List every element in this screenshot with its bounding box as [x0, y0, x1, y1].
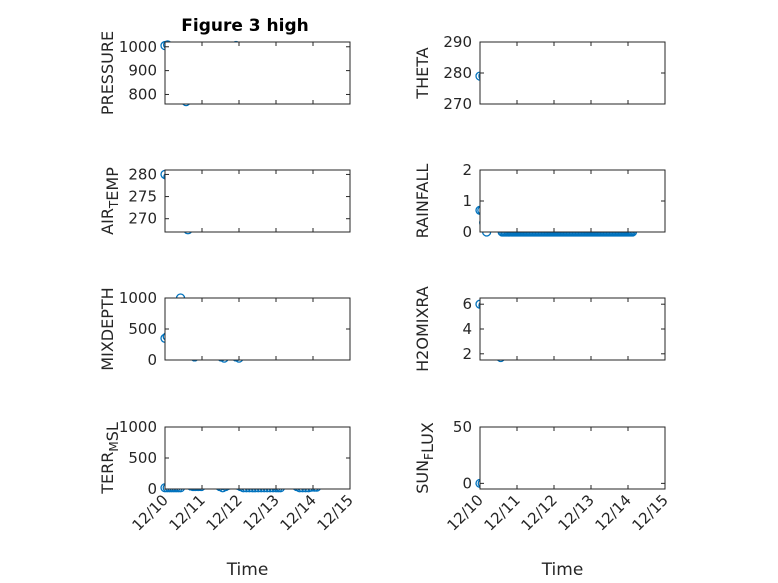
y-tick-label: 500	[128, 320, 157, 338]
y-axis-label: PRESSURE	[98, 31, 117, 115]
x-tick-label: 12/13	[555, 491, 598, 534]
y-tick-label: 6	[462, 295, 472, 313]
axes-frame	[479, 169, 666, 233]
figure-title: Figure 3 high	[181, 16, 309, 36]
x-tick-label: 12/11	[481, 491, 524, 534]
y-tick-label: 280	[443, 64, 472, 82]
x-tick-label: 12/12	[203, 491, 246, 534]
axes-frame	[479, 426, 666, 490]
y-axis-label: TERRMSL	[98, 422, 122, 495]
axes-frame	[479, 297, 666, 361]
y-tick-label: 0	[147, 351, 157, 369]
y-tick-label: 800	[128, 85, 157, 103]
y-tick-label: 500	[128, 449, 157, 467]
y-tick-label: 280	[128, 165, 157, 183]
axes-h2omixra: 2 4 6 H2OMIXRA	[413, 286, 666, 372]
x-tick-label: 12/14	[277, 491, 320, 534]
axes-rainfall: 0 1 2 RAINFALL	[413, 161, 666, 241]
y-tick-label: 0	[147, 480, 157, 498]
y-tick-label: 4	[462, 320, 472, 338]
x-tick-label: 12/15	[314, 491, 357, 534]
y-tick-label: 0	[462, 474, 472, 492]
y-axis-label: AIRTEMP	[98, 167, 122, 235]
y-tick-label: 290	[443, 33, 472, 51]
y-tick-label: 275	[128, 188, 157, 206]
x-tick-label: 12/10	[444, 491, 487, 534]
y-tick-label: 50	[453, 418, 472, 436]
axes-frame	[164, 41, 351, 105]
axes-terr_msl: 0500100012/1012/1112/1212/1312/1412/15TE…	[98, 418, 357, 580]
axes-frame	[164, 297, 351, 361]
y-tick-label: 0	[462, 223, 472, 241]
y-tick-label: 270	[443, 95, 472, 113]
axes-theta: 270 280 290 THETA	[413, 33, 666, 113]
x-tick-label: 12/13	[240, 491, 283, 534]
x-tick-label: 12/14	[592, 491, 635, 534]
y-axis-label: THETA	[413, 47, 432, 99]
y-tick-label: 1000	[119, 38, 157, 56]
x-tick-label: 12/12	[518, 491, 561, 534]
x-axis-label: Time	[226, 560, 269, 580]
y-tick-label: 900	[128, 62, 157, 80]
y-tick-label: 2	[462, 345, 472, 363]
y-tick-label: 1000	[119, 289, 157, 307]
y-axis-label: RAINFALL	[413, 164, 432, 239]
axes-frame	[164, 426, 351, 490]
y-tick-label: 270	[128, 210, 157, 228]
y-axis-label: SUNFLUX	[413, 422, 437, 494]
x-tick-label: 12/15	[629, 491, 672, 534]
y-tick-label: 1000	[119, 418, 157, 436]
y-tick-label: 1	[462, 192, 472, 210]
x-tick-label: 12/11	[166, 491, 209, 534]
axes-frame	[164, 169, 351, 233]
y-axis-label: H2OMIXRA	[413, 286, 432, 372]
axes-air_temp: 270 275 280 AIRTEMP	[98, 165, 351, 235]
x-axis-label: Time	[541, 560, 584, 580]
axes-frame	[479, 41, 666, 105]
y-tick-label: 2	[462, 161, 472, 179]
y-axis-label: MIXDEPTH	[98, 287, 117, 370]
